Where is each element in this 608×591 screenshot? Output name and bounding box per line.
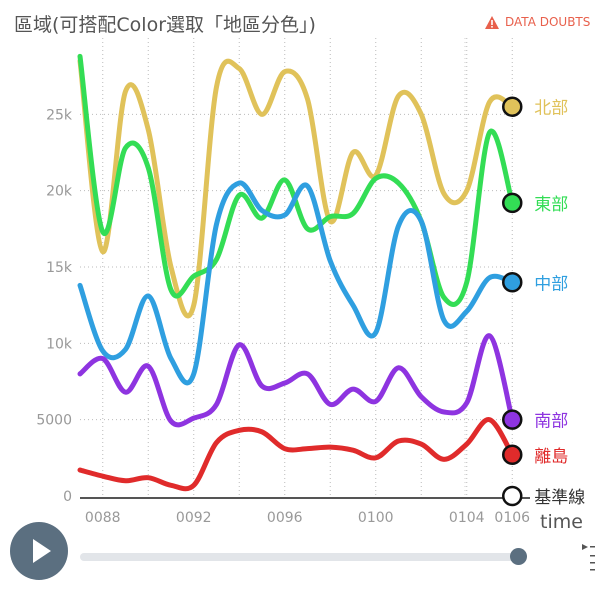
x-tick-label: 0092: [176, 510, 212, 526]
series-label-baseline: 基準線: [534, 488, 585, 508]
time-menu-icon[interactable]: [578, 543, 596, 573]
series-label-north: 北部: [534, 99, 568, 119]
y-axis-ticks: 0 5000 10k 15k 20k 25k: [36, 107, 73, 505]
y-tick-label: 15k: [46, 260, 73, 276]
x-axis-title: time: [540, 511, 583, 533]
series-line-south: [77, 333, 515, 428]
series-label-south: 南部: [534, 412, 568, 432]
series-marker-south[interactable]: [502, 409, 523, 430]
warning-icon: [485, 15, 499, 29]
play-icon: [33, 539, 51, 563]
grid: [80, 38, 530, 499]
series-markers: [502, 96, 523, 507]
series-line-north: [77, 58, 515, 319]
series-marker-islands[interactable]: [502, 444, 523, 466]
series-marker-central[interactable]: [502, 272, 523, 293]
series-label-east: 東部: [534, 195, 568, 215]
x-tick-label: 0106: [494, 510, 530, 526]
series-marker-east[interactable]: [502, 192, 523, 214]
series-line-east: [77, 53, 515, 307]
y-tick-label: 0: [63, 489, 72, 505]
series-label-central: 中部: [534, 274, 568, 294]
series-marker-north[interactable]: [502, 96, 523, 117]
y-tick-label: 10k: [46, 336, 73, 352]
data-doubts-link[interactable]: DATA DOUBTS: [485, 15, 590, 29]
series-lines: [77, 53, 515, 492]
series-line-islands: [77, 417, 515, 492]
y-tick-label: 20k: [46, 184, 73, 200]
chart-title: 區域(可搭配Color選取「地區分色」): [14, 14, 316, 36]
time-slider-track[interactable]: [80, 553, 520, 561]
y-tick-label: 5000: [36, 413, 72, 429]
x-tick-label: 0088: [85, 510, 121, 526]
series-marker-baseline[interactable]: [502, 485, 523, 507]
x-tick-label: 0104: [449, 510, 485, 526]
time-slider-handle[interactable]: [510, 548, 527, 565]
x-axis-ticks: 0088 0092 0096 0100 0104 0106: [85, 510, 530, 526]
play-button[interactable]: [10, 522, 68, 580]
y-tick-label: 25k: [46, 107, 73, 123]
x-tick-label: 0096: [267, 510, 303, 526]
x-tick-label: 0100: [358, 510, 394, 526]
data-doubts-label: DATA DOUBTS: [505, 15, 591, 29]
series-line-central: [77, 180, 515, 386]
series-label-islands: 離島: [534, 447, 568, 467]
